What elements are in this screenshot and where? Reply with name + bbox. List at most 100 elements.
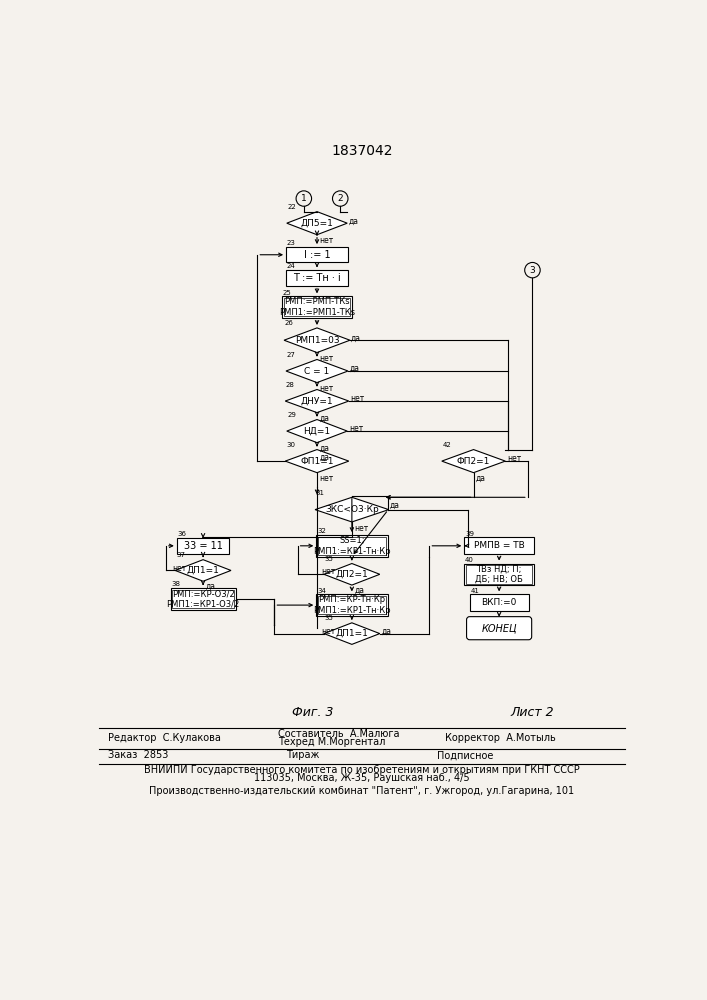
FancyBboxPatch shape	[284, 298, 351, 316]
Text: да: да	[381, 627, 392, 636]
Polygon shape	[286, 359, 348, 383]
Text: Тираж: Тираж	[286, 750, 320, 760]
Text: нет: нет	[321, 567, 335, 576]
Polygon shape	[285, 450, 349, 473]
Text: ЗКС<О3·Кр: ЗКС<О3·Кр	[325, 505, 379, 514]
Text: нет: нет	[354, 524, 368, 533]
Text: 32: 32	[317, 528, 326, 534]
Text: НД=1: НД=1	[303, 427, 331, 436]
FancyBboxPatch shape	[316, 535, 387, 557]
Text: 38: 38	[171, 581, 180, 587]
Text: 29: 29	[288, 412, 296, 418]
FancyBboxPatch shape	[467, 617, 532, 640]
Polygon shape	[285, 389, 349, 413]
Text: да: да	[390, 501, 400, 510]
Text: нет: нет	[172, 564, 187, 573]
Text: 40: 40	[465, 557, 474, 563]
Text: да: да	[320, 414, 329, 423]
Text: ВКП:=0: ВКП:=0	[481, 598, 517, 607]
Polygon shape	[324, 623, 380, 644]
FancyBboxPatch shape	[177, 538, 230, 554]
Polygon shape	[284, 328, 350, 353]
Text: Подписное: Подписное	[437, 750, 493, 760]
Polygon shape	[324, 564, 380, 585]
Text: нет: нет	[349, 424, 363, 433]
Text: РМП:=КР-О3/2
РМП1:=КР1-О3/2: РМП:=КР-О3/2 РМП1:=КР1-О3/2	[166, 589, 240, 609]
Polygon shape	[287, 212, 347, 235]
Text: ДП1=1: ДП1=1	[187, 566, 219, 575]
Text: Техред М.Моргентал: Техред М.Моргентал	[279, 737, 385, 747]
Text: 33 = 11: 33 = 11	[184, 541, 223, 551]
Text: Составитель  А.Малюга: Составитель А.Малюга	[279, 729, 399, 739]
Text: ФП2=1: ФП2=1	[457, 457, 490, 466]
Text: нет: нет	[351, 394, 365, 403]
Text: 28: 28	[286, 382, 295, 388]
Text: 42: 42	[443, 442, 451, 448]
Text: РМП1=03: РМП1=03	[295, 336, 339, 345]
Text: да: да	[349, 364, 360, 373]
Text: 25: 25	[283, 290, 292, 296]
Text: 27: 27	[287, 352, 296, 358]
Text: 36: 36	[177, 531, 187, 537]
FancyBboxPatch shape	[317, 537, 386, 555]
FancyBboxPatch shape	[172, 590, 234, 608]
Text: ДП2=1: ДП2=1	[336, 570, 368, 579]
Text: 41: 41	[470, 588, 479, 594]
Text: 23: 23	[287, 240, 296, 246]
Text: Корректор  А.Мотыль: Корректор А.Мотыль	[445, 733, 556, 743]
FancyBboxPatch shape	[466, 565, 532, 584]
FancyBboxPatch shape	[286, 270, 348, 286]
Text: нет: нет	[320, 236, 334, 245]
Text: нет: нет	[320, 384, 334, 393]
Text: 22: 22	[288, 204, 296, 210]
Text: да: да	[320, 453, 329, 462]
Text: 24: 24	[287, 263, 296, 269]
Text: Фиг. 3: Фиг. 3	[293, 706, 334, 719]
Text: Редактор  С.Кулакова: Редактор С.Кулакова	[107, 733, 221, 743]
Polygon shape	[287, 420, 347, 443]
FancyBboxPatch shape	[464, 564, 534, 585]
Text: ДП5=1: ДП5=1	[300, 219, 334, 228]
Text: да: да	[476, 474, 486, 483]
Text: нет: нет	[321, 627, 335, 636]
Text: 30: 30	[286, 442, 295, 448]
Text: 1837042: 1837042	[331, 144, 392, 158]
Text: нет: нет	[320, 474, 334, 483]
Text: да: да	[349, 217, 358, 226]
Text: 2: 2	[337, 194, 343, 203]
FancyBboxPatch shape	[286, 247, 348, 262]
Text: 3: 3	[530, 266, 535, 275]
Text: 35: 35	[325, 556, 334, 562]
Polygon shape	[315, 497, 389, 522]
Text: РМПВ = ТВ: РМПВ = ТВ	[474, 541, 525, 550]
Text: C = 1: C = 1	[305, 367, 329, 376]
Text: 35: 35	[325, 615, 334, 621]
Text: ФП1=1: ФП1=1	[300, 457, 334, 466]
Text: ВНИИПИ Государственного комитета по изобретениям и открытиям при ГКНТ СССР: ВНИИПИ Государственного комитета по изоб…	[144, 765, 580, 775]
Polygon shape	[175, 560, 231, 581]
Text: да: да	[354, 586, 364, 595]
Text: 31: 31	[316, 490, 325, 496]
FancyBboxPatch shape	[469, 594, 529, 611]
Text: SS=1;
РМП1:=КР1-Тн·Кр: SS=1; РМП1:=КР1-Тн·Кр	[313, 536, 391, 556]
Text: 113035, Москва, Ж-35, Раушская наб., 4/5: 113035, Москва, Ж-35, Раушская наб., 4/5	[254, 773, 469, 783]
Text: нет: нет	[507, 454, 521, 463]
FancyBboxPatch shape	[282, 296, 352, 318]
Text: 26: 26	[285, 320, 293, 326]
Text: КОНЕЦ: КОНЕЦ	[481, 623, 517, 633]
Text: I := 1: I := 1	[304, 250, 330, 260]
FancyBboxPatch shape	[464, 537, 534, 554]
Text: 34: 34	[317, 588, 326, 594]
Text: Лист 2: Лист 2	[510, 706, 554, 719]
Text: T := Tн · i: T := Tн · i	[293, 273, 341, 283]
Text: нет: нет	[320, 354, 334, 363]
Text: 37: 37	[176, 552, 185, 558]
Text: РМП:=КР-Тн·Кр
РМП1:=КР1-Тн·Кр: РМП:=КР-Тн·Кр РМП1:=КР1-Тн·Кр	[313, 595, 391, 615]
Text: Производственно-издательский комбинат "Патент", г. Ужгород, ул.Гагарина, 101: Производственно-издательский комбинат "П…	[149, 786, 575, 796]
Text: ТВз НД; П;
ДБ; НВ; ОБ: ТВз НД; П; ДБ; НВ; ОБ	[475, 565, 523, 584]
Text: ДП1=1: ДП1=1	[335, 629, 368, 638]
FancyBboxPatch shape	[317, 596, 386, 614]
Text: Заказ  2853: Заказ 2853	[107, 750, 168, 760]
Text: да: да	[351, 333, 361, 342]
FancyBboxPatch shape	[316, 594, 387, 616]
